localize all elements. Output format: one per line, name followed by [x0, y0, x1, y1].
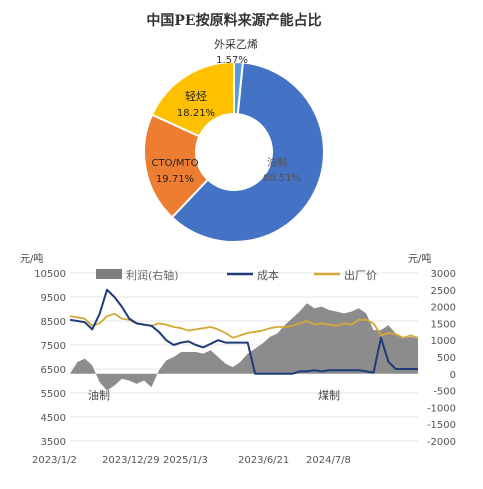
left-tick-label: 8500 [41, 317, 66, 328]
pie-slice-0 [170, 61, 325, 243]
slice-value-oil: 60.51% [263, 173, 301, 184]
factory-price-line [69, 312, 419, 339]
left-tick-label: 6500 [41, 365, 66, 376]
right-tick-label: 0 [450, 370, 456, 381]
right-tick-label: 1000 [431, 336, 456, 347]
right-tick-label: -1500 [427, 420, 456, 431]
left-axis-unit: 元/吨 [20, 252, 43, 265]
left-tick-label: 7500 [41, 341, 66, 352]
slice-label-oil: 油制 [267, 156, 287, 169]
right-tick-label: 2000 [431, 303, 456, 314]
slice-value-light: 18.21% [177, 108, 215, 119]
right-axis-unit: 元/吨 [408, 252, 431, 265]
legend-label-cost: 成本 [257, 268, 279, 282]
pie-slice-2 [150, 60, 235, 138]
slice-value-ethylene: 1.57% [216, 55, 248, 66]
pie-slice-1 [143, 113, 210, 219]
right-tick-label: 2500 [431, 286, 456, 297]
slice-label-cto: CTO/MTO [152, 158, 199, 169]
right-tick-label: -1000 [427, 403, 456, 414]
x-tick-label: 2023/12/29 [102, 455, 160, 466]
pie-labels: 油制 60.51% CTO/MTO 19.71% 轻烃 18.21% 外采乙烯 … [152, 38, 302, 185]
pie-chart [143, 60, 325, 243]
right-tick-label: 1500 [431, 319, 456, 330]
line-chart: 元/吨 元/吨 10500 9500 8500 7500 6500 5500 4500 350… [20, 252, 456, 466]
x-tick-label: 2025/1/3 [163, 455, 208, 466]
annotation-coal: 煤制 [318, 389, 340, 402]
right-tick-label: 3000 [431, 269, 456, 280]
legend-swatch-profit [96, 269, 122, 279]
slice-label-ethylene: 外采乙烯 [214, 38, 258, 51]
slice-label-light: 轻烃 [185, 89, 207, 103]
left-tick-label: 10500 [34, 269, 66, 280]
x-tick-label: 2024/7/8 [306, 455, 351, 466]
x-tick-labels: 2023/1/2 2023/12/29 2025/1/3 2023/6/21 2024/… [32, 455, 351, 466]
profit-area-series [70, 303, 418, 391]
left-y-tick-labels: 10500 9500 8500 7500 6500 5500 4500 3500 [34, 269, 66, 448]
cost-line [69, 288, 418, 375]
right-tick-label: -500 [433, 387, 456, 398]
right-y-tick-labels: 3000 2500 2000 1500 1000 500 0 -500 -1000 -1500 -2… [427, 269, 456, 448]
profit-area [70, 303, 418, 391]
legend-label-price: 出厂价 [344, 268, 377, 282]
left-tick-label: 5500 [41, 389, 66, 400]
left-tick-label: 9500 [41, 293, 66, 304]
legend: 利润(右轴) 成本 出厂价 [96, 268, 377, 282]
x-tick-label: 2023/6/21 [238, 455, 289, 466]
legend-label-profit: 利润(右轴) [126, 268, 179, 282]
left-tick-label: 3500 [41, 437, 66, 448]
annotation-oil: 油制 [88, 388, 110, 402]
right-tick-label: 500 [437, 353, 456, 364]
x-tick-label: 2023/1/2 [32, 455, 77, 466]
price-lines [69, 288, 419, 375]
slice-value-cto: 19.71% [156, 174, 194, 185]
pie-title: 中国PE按原料来源产能占比 [146, 12, 321, 29]
left-tick-label: 4500 [41, 413, 66, 424]
pie-slice-3 [233, 60, 244, 116]
right-tick-label: -2000 [427, 437, 456, 448]
